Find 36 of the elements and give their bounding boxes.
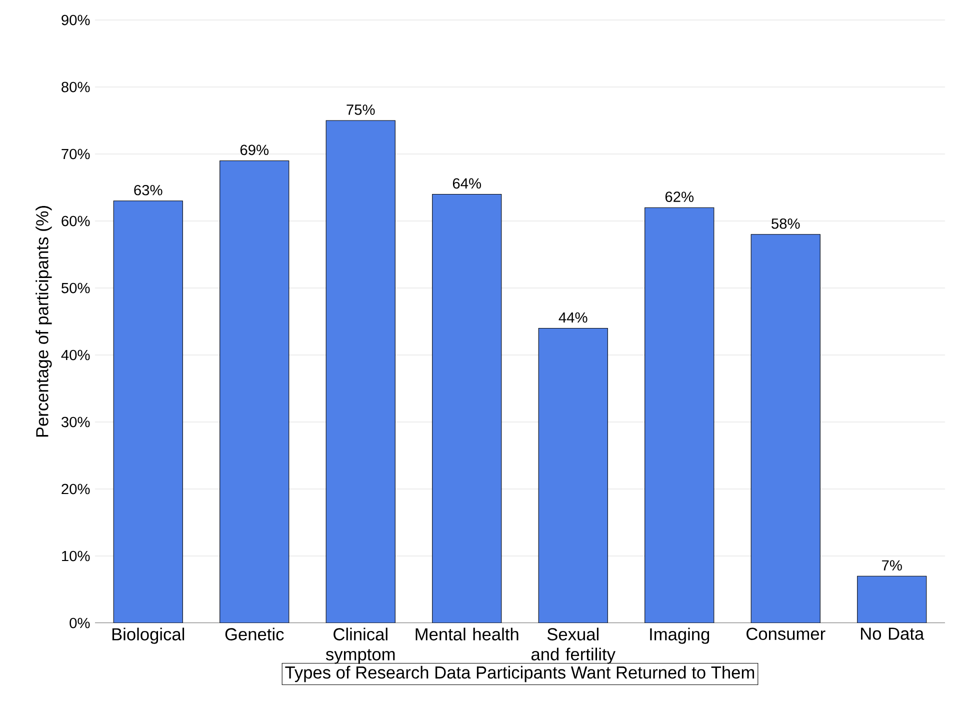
y-tick-label: 70% xyxy=(62,148,90,160)
data-label: 63% xyxy=(134,184,162,196)
y-tick-label: 0% xyxy=(70,618,90,628)
y-tick-label: 30% xyxy=(62,416,90,428)
y-tick-label: 20% xyxy=(62,484,90,494)
x-tick-label: Biological xyxy=(112,628,184,644)
x-tick-label: Sexual and fertility xyxy=(531,628,616,664)
data-label: 58% xyxy=(772,218,800,229)
data-label: 69% xyxy=(240,144,269,156)
bar xyxy=(326,120,396,623)
x-tick-label: Consumer xyxy=(746,628,826,640)
data-label: 64% xyxy=(452,178,482,189)
bar xyxy=(644,208,714,623)
y-tick-label: 10% xyxy=(62,550,90,562)
data-label: 75% xyxy=(346,104,375,115)
bar xyxy=(114,200,183,623)
data-label: 7% xyxy=(882,560,902,570)
y-tick-label: 90% xyxy=(62,14,90,26)
y-tick-label: 60% xyxy=(62,216,90,226)
bar xyxy=(220,160,289,623)
x-tick-label: No Data xyxy=(861,628,924,640)
y-tick-label: 50% xyxy=(62,282,90,294)
x-axis-title: Types of Research Data Participants Want Returned to Them xyxy=(285,666,754,682)
bar xyxy=(857,576,927,623)
data-label: 44% xyxy=(558,312,588,323)
x-tick-label: Imaging xyxy=(650,628,710,644)
y-tick-label: 40% xyxy=(61,350,90,360)
bar xyxy=(751,234,820,623)
x-tick-label: Mental health xyxy=(416,628,518,640)
x-tick-label: Genetic xyxy=(225,628,284,640)
x-tick-label: Clinical symptom xyxy=(326,628,395,664)
y-tick-label: 80% xyxy=(62,82,90,92)
bar xyxy=(538,328,608,623)
y-axis-title: Percentage of participants (%) xyxy=(36,206,52,437)
data-label: 62% xyxy=(665,192,694,202)
bar xyxy=(432,194,502,623)
